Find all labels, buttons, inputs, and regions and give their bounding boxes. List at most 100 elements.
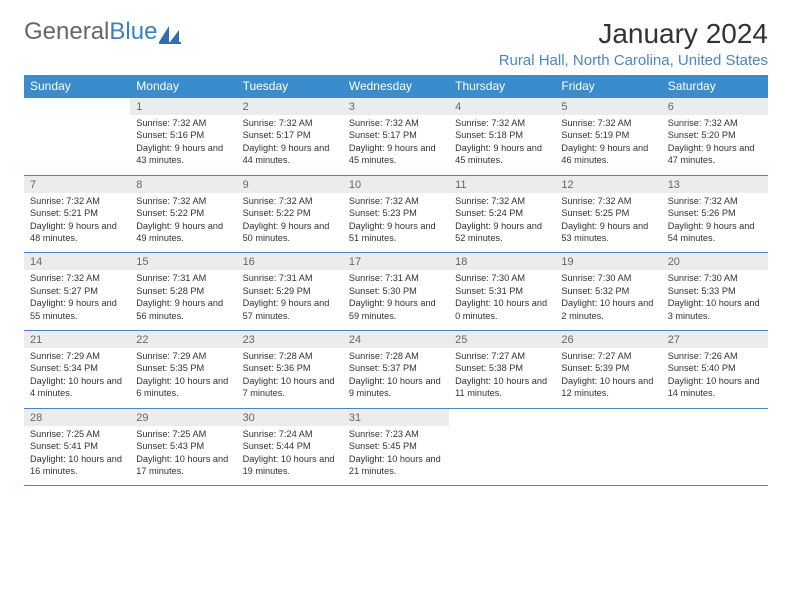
day-number-cell: 6 xyxy=(662,98,768,116)
day-content-cell: Sunrise: 7:32 AMSunset: 5:16 PMDaylight:… xyxy=(130,115,236,175)
day-number-row: 78910111213 xyxy=(24,175,768,193)
weekday-header: Tuesday xyxy=(237,75,343,98)
day-number-cell: 23 xyxy=(237,331,343,349)
day-number-cell: 15 xyxy=(130,253,236,271)
day-number-cell xyxy=(662,408,768,426)
day-number-cell: 16 xyxy=(237,253,343,271)
day-number-cell: 4 xyxy=(449,98,555,116)
day-number-cell: 28 xyxy=(24,408,130,426)
bottom-separator xyxy=(24,485,768,486)
day-number-cell: 30 xyxy=(237,408,343,426)
day-content-cell: Sunrise: 7:25 AMSunset: 5:43 PMDaylight:… xyxy=(130,426,236,486)
day-content-cell xyxy=(662,426,768,486)
day-content-cell: Sunrise: 7:26 AMSunset: 5:40 PMDaylight:… xyxy=(662,348,768,408)
brand-part2: Blue xyxy=(109,18,157,46)
day-number-cell xyxy=(555,408,661,426)
day-content-row: Sunrise: 7:25 AMSunset: 5:41 PMDaylight:… xyxy=(24,426,768,486)
calendar-table: Sunday Monday Tuesday Wednesday Thursday… xyxy=(24,75,768,486)
day-content-cell: Sunrise: 7:32 AMSunset: 5:27 PMDaylight:… xyxy=(24,270,130,330)
day-content-cell: Sunrise: 7:32 AMSunset: 5:24 PMDaylight:… xyxy=(449,193,555,253)
day-content-cell: Sunrise: 7:28 AMSunset: 5:36 PMDaylight:… xyxy=(237,348,343,408)
day-content-cell: Sunrise: 7:27 AMSunset: 5:38 PMDaylight:… xyxy=(449,348,555,408)
day-number-cell: 3 xyxy=(343,98,449,116)
day-content-cell: Sunrise: 7:23 AMSunset: 5:45 PMDaylight:… xyxy=(343,426,449,486)
day-content-cell: Sunrise: 7:32 AMSunset: 5:20 PMDaylight:… xyxy=(662,115,768,175)
title-block: January 2024 Rural Hall, North Carolina,… xyxy=(499,18,768,69)
day-content-cell: Sunrise: 7:29 AMSunset: 5:35 PMDaylight:… xyxy=(130,348,236,408)
day-number-cell: 1 xyxy=(130,98,236,116)
day-content-cell: Sunrise: 7:30 AMSunset: 5:33 PMDaylight:… xyxy=(662,270,768,330)
day-content-cell: Sunrise: 7:32 AMSunset: 5:17 PMDaylight:… xyxy=(343,115,449,175)
day-content-cell: Sunrise: 7:32 AMSunset: 5:25 PMDaylight:… xyxy=(555,193,661,253)
day-content-cell: Sunrise: 7:32 AMSunset: 5:18 PMDaylight:… xyxy=(449,115,555,175)
weekday-header: Saturday xyxy=(662,75,768,98)
day-content-cell: Sunrise: 7:32 AMSunset: 5:19 PMDaylight:… xyxy=(555,115,661,175)
day-content-row: Sunrise: 7:29 AMSunset: 5:34 PMDaylight:… xyxy=(24,348,768,408)
sail-icon xyxy=(159,23,181,41)
day-number-cell: 22 xyxy=(130,331,236,349)
calendar-body: 123456Sunrise: 7:32 AMSunset: 5:16 PMDay… xyxy=(24,98,768,486)
weekday-header: Friday xyxy=(555,75,661,98)
day-number-cell: 25 xyxy=(449,331,555,349)
day-number-cell: 9 xyxy=(237,175,343,193)
day-number-row: 28293031 xyxy=(24,408,768,426)
day-number-cell: 7 xyxy=(24,175,130,193)
day-content-cell: Sunrise: 7:25 AMSunset: 5:41 PMDaylight:… xyxy=(24,426,130,486)
day-number-cell: 8 xyxy=(130,175,236,193)
day-number-cell: 19 xyxy=(555,253,661,271)
day-number-cell: 27 xyxy=(662,331,768,349)
day-content-cell: Sunrise: 7:32 AMSunset: 5:17 PMDaylight:… xyxy=(237,115,343,175)
day-number-cell xyxy=(24,98,130,116)
weekday-header: Wednesday xyxy=(343,75,449,98)
day-content-cell: Sunrise: 7:32 AMSunset: 5:26 PMDaylight:… xyxy=(662,193,768,253)
day-content-cell xyxy=(555,426,661,486)
day-number-cell: 10 xyxy=(343,175,449,193)
weekday-header: Thursday xyxy=(449,75,555,98)
weekday-header-row: Sunday Monday Tuesday Wednesday Thursday… xyxy=(24,75,768,98)
day-number-cell: 26 xyxy=(555,331,661,349)
day-content-row: Sunrise: 7:32 AMSunset: 5:16 PMDaylight:… xyxy=(24,115,768,175)
day-content-cell: Sunrise: 7:28 AMSunset: 5:37 PMDaylight:… xyxy=(343,348,449,408)
day-number-cell: 14 xyxy=(24,253,130,271)
day-content-cell xyxy=(24,115,130,175)
day-number-cell: 12 xyxy=(555,175,661,193)
weekday-header: Monday xyxy=(130,75,236,98)
day-content-cell: Sunrise: 7:32 AMSunset: 5:21 PMDaylight:… xyxy=(24,193,130,253)
month-title: January 2024 xyxy=(499,18,768,50)
day-number-cell xyxy=(449,408,555,426)
day-content-cell xyxy=(449,426,555,486)
day-content-cell: Sunrise: 7:24 AMSunset: 5:44 PMDaylight:… xyxy=(237,426,343,486)
calendar-page: GeneralBlue January 2024 Rural Hall, Nor… xyxy=(0,0,792,496)
day-content-cell: Sunrise: 7:30 AMSunset: 5:31 PMDaylight:… xyxy=(449,270,555,330)
day-number-cell: 2 xyxy=(237,98,343,116)
day-content-cell: Sunrise: 7:31 AMSunset: 5:30 PMDaylight:… xyxy=(343,270,449,330)
day-number-cell: 13 xyxy=(662,175,768,193)
header: GeneralBlue January 2024 Rural Hall, Nor… xyxy=(24,18,768,69)
day-number-cell: 18 xyxy=(449,253,555,271)
day-content-cell: Sunrise: 7:32 AMSunset: 5:22 PMDaylight:… xyxy=(237,193,343,253)
day-content-cell: Sunrise: 7:27 AMSunset: 5:39 PMDaylight:… xyxy=(555,348,661,408)
day-number-cell: 5 xyxy=(555,98,661,116)
day-number-cell: 11 xyxy=(449,175,555,193)
day-number-cell: 21 xyxy=(24,331,130,349)
day-content-row: Sunrise: 7:32 AMSunset: 5:27 PMDaylight:… xyxy=(24,270,768,330)
weekday-header: Sunday xyxy=(24,75,130,98)
day-content-cell: Sunrise: 7:31 AMSunset: 5:28 PMDaylight:… xyxy=(130,270,236,330)
day-content-cell: Sunrise: 7:32 AMSunset: 5:22 PMDaylight:… xyxy=(130,193,236,253)
day-number-cell: 31 xyxy=(343,408,449,426)
day-content-cell: Sunrise: 7:30 AMSunset: 5:32 PMDaylight:… xyxy=(555,270,661,330)
day-number-cell: 17 xyxy=(343,253,449,271)
day-number-cell: 24 xyxy=(343,331,449,349)
brand-logo: GeneralBlue xyxy=(24,18,181,46)
day-content-cell: Sunrise: 7:31 AMSunset: 5:29 PMDaylight:… xyxy=(237,270,343,330)
day-number-row: 14151617181920 xyxy=(24,253,768,271)
day-content-cell: Sunrise: 7:29 AMSunset: 5:34 PMDaylight:… xyxy=(24,348,130,408)
day-number-cell: 20 xyxy=(662,253,768,271)
day-number-cell: 29 xyxy=(130,408,236,426)
brand-part1: General xyxy=(24,18,109,46)
day-number-row: 123456 xyxy=(24,98,768,116)
day-number-row: 21222324252627 xyxy=(24,331,768,349)
day-content-row: Sunrise: 7:32 AMSunset: 5:21 PMDaylight:… xyxy=(24,193,768,253)
location-text: Rural Hall, North Carolina, United State… xyxy=(499,52,768,69)
day-content-cell: Sunrise: 7:32 AMSunset: 5:23 PMDaylight:… xyxy=(343,193,449,253)
